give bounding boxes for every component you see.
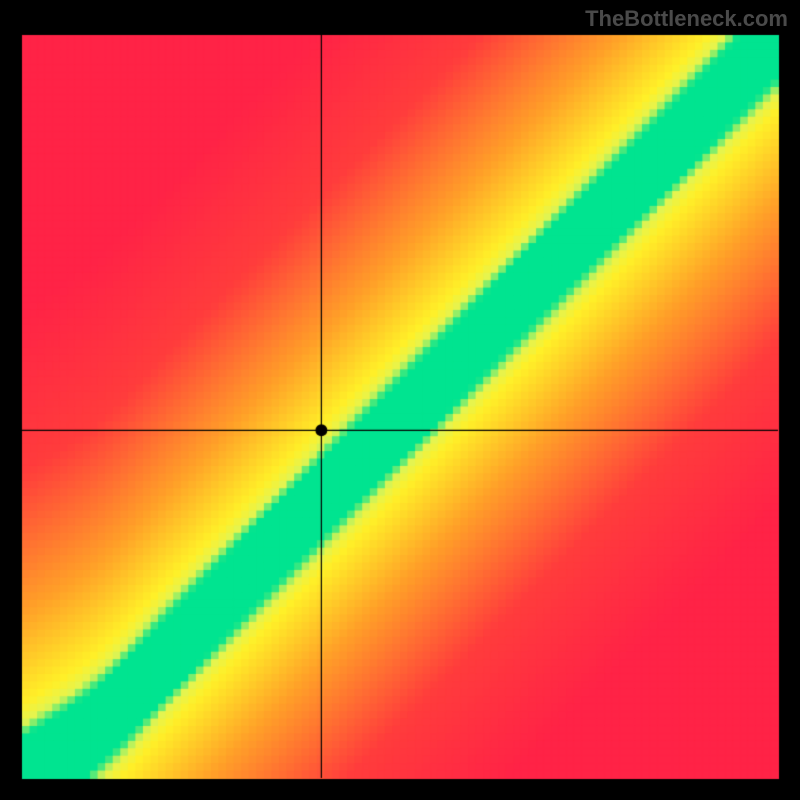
bottleneck-heatmap <box>0 0 800 800</box>
attribution-watermark: TheBottleneck.com <box>585 6 788 32</box>
chart-container: TheBottleneck.com <box>0 0 800 800</box>
